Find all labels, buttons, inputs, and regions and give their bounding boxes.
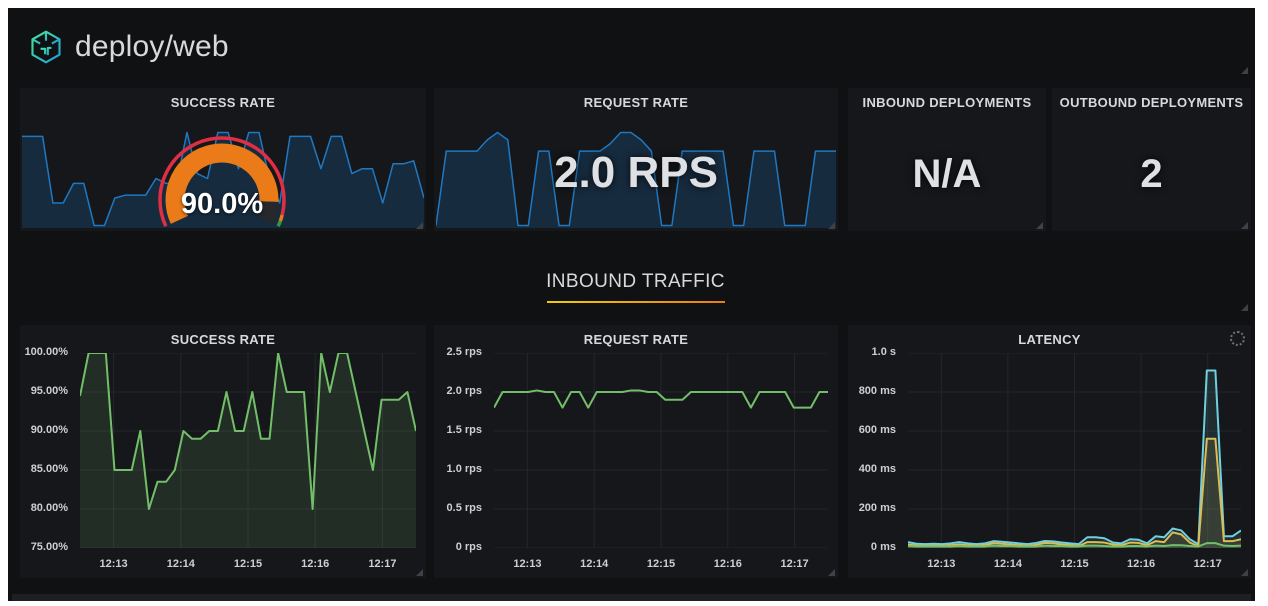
x-axis: 12:13 12:14 12:15 12:16 12:17 (908, 552, 1241, 572)
panel-resize-handle[interactable] (1036, 222, 1043, 229)
y-tick-label: 0 ms (870, 541, 896, 553)
panel-resize-handle[interactable] (828, 569, 835, 576)
section-inbound-traffic: INBOUND TRAFFIC (20, 245, 1251, 313)
panel-title[interactable]: OUTBOUND DEPLOYMENTS (1059, 95, 1244, 110)
y-tick-label: 2.0 rps (446, 385, 482, 397)
plot-area[interactable] (908, 353, 1241, 548)
loading-spinner-icon (1230, 331, 1245, 346)
x-tick-label: 12:16 (1127, 558, 1156, 570)
x-tick-label: 12:15 (233, 558, 263, 570)
x-tick-label: 12:14 (993, 558, 1022, 570)
panel-success-rate-chart: SUCCESS RATE 100.00% 95.00% 90.00% 85.00% 80… (20, 325, 426, 578)
panel-success-rate-stat: SUCCESS RATE 90.0% (20, 88, 426, 231)
x-tick-label: 12:16 (301, 558, 330, 570)
x-tick-label: 12:17 (780, 558, 809, 570)
request-rate-sparkline[interactable] (436, 130, 836, 228)
panel-resize-handle[interactable] (416, 569, 423, 576)
panel-request-rate-stat: REQUEST RATE 2.0 RPS (434, 88, 838, 231)
header-panel: deploy/web (20, 18, 1251, 76)
x-tick-label: 12:13 (513, 558, 542, 570)
graph: 1.0 s 800 ms 600 ms 400 ms 200 ms 0 ms 12:13 1… (854, 346, 1243, 572)
x-axis: 12:13 12:14 12:15 12:16 12:17 (494, 552, 828, 572)
gauge-value: 90.0% (180, 188, 264, 220)
y-tick-label: 100.00% (24, 346, 68, 358)
x-tick-label: 12:14 (580, 558, 609, 570)
y-tick-label: 800 ms (858, 385, 896, 397)
x-tick-label: 12:17 (368, 558, 397, 570)
next-row-panel-edge (12, 594, 1251, 601)
plot-area[interactable] (80, 353, 416, 548)
y-tick-label: 80.00% (30, 502, 68, 514)
x-tick-label: 12:14 (166, 558, 195, 570)
panel-resize-handle[interactable] (416, 222, 423, 229)
y-tick-label: 95.00% (30, 385, 68, 397)
y-tick-label: 90.00% (30, 424, 68, 436)
panel-request-rate-chart: REQUEST RATE 2.5 rps 2.0 rps 1.5 rps 1.0 rp… (434, 325, 838, 578)
x-tick-label: 12:16 (713, 558, 742, 570)
stat-value: 2 (1140, 152, 1163, 196)
y-tick-label: 1.0 s (871, 346, 896, 358)
header-resize-handle[interactable] (1241, 67, 1248, 74)
y-tick-label: 0 rps (455, 541, 482, 553)
stat-value: 2.0 RPS (554, 147, 718, 197)
section-resize-handle[interactable] (1241, 304, 1248, 311)
y-tick-label: 1.0 rps (446, 463, 482, 475)
y-tick-label: 600 ms (858, 424, 896, 436)
y-tick-label: 0.5 rps (446, 502, 482, 514)
y-tick-label: 75.00% (30, 541, 68, 553)
plot-area[interactable] (494, 353, 828, 548)
panel-resize-handle[interactable] (1241, 569, 1248, 576)
x-tick-label: 12:13 (99, 558, 128, 570)
graph: 2.5 rps 2.0 rps 1.5 rps 1.0 rps 0.5 rps 0 rps… (440, 346, 830, 572)
section-underline (546, 301, 725, 303)
panel-title[interactable]: SUCCESS RATE (170, 332, 276, 347)
x-axis: 12:13 12:14 12:15 12:16 12:17 (80, 552, 416, 572)
y-tick-label: 1.5 rps (446, 424, 482, 436)
x-tick-label: 12:15 (646, 558, 676, 570)
y-axis: 100.00% 95.00% 90.00% 85.00% 80.00% 75.00% (25, 346, 74, 553)
section-title: INBOUND TRAFFIC (546, 271, 725, 292)
panel-title[interactable]: INBOUND DEPLOYMENTS (862, 95, 1032, 110)
panel-latency-chart: LATENCY 1.0 s 800 ms 600 ms 400 ms 200 ms 0 m… (848, 325, 1251, 578)
y-tick-label: 2.5 rps (446, 346, 482, 358)
panel-inbound-deployments: INBOUND DEPLOYMENTS N/A (848, 88, 1046, 231)
dashboard-title: deploy/web (75, 30, 229, 63)
dashboard: deploy/web SUCCESS RATE 90.0% REQUEST RA… (8, 8, 1255, 601)
panel-title[interactable]: SUCCESS RATE (170, 95, 276, 110)
panel-title[interactable]: REQUEST RATE (583, 332, 689, 347)
stat-value: N/A (912, 152, 982, 196)
y-axis: 1.0 s 800 ms 600 ms 400 ms 200 ms 0 ms (854, 346, 902, 553)
x-tick-label: 12:15 (1060, 558, 1089, 570)
panel-outbound-deployments: OUTBOUND DEPLOYMENTS 2 (1052, 88, 1251, 231)
graph: 100.00% 95.00% 90.00% 85.00% 80.00% 75.00% 12… (25, 346, 418, 572)
y-axis: 2.5 rps 2.0 rps 1.5 rps 1.0 rps 0.5 rps 0 rps (440, 346, 488, 553)
y-tick-label: 85.00% (30, 463, 68, 475)
x-tick-label: 12:17 (1193, 558, 1222, 570)
panel-resize-handle[interactable] (1241, 222, 1248, 229)
panel-title[interactable]: LATENCY (1018, 332, 1081, 347)
y-tick-label: 400 ms (858, 463, 896, 475)
panel-title[interactable]: REQUEST RATE (583, 95, 689, 110)
panel-resize-handle[interactable] (828, 222, 835, 229)
y-tick-label: 200 ms (858, 502, 896, 514)
x-tick-label: 12:13 (927, 558, 956, 570)
deploy-logo-icon (28, 29, 64, 65)
